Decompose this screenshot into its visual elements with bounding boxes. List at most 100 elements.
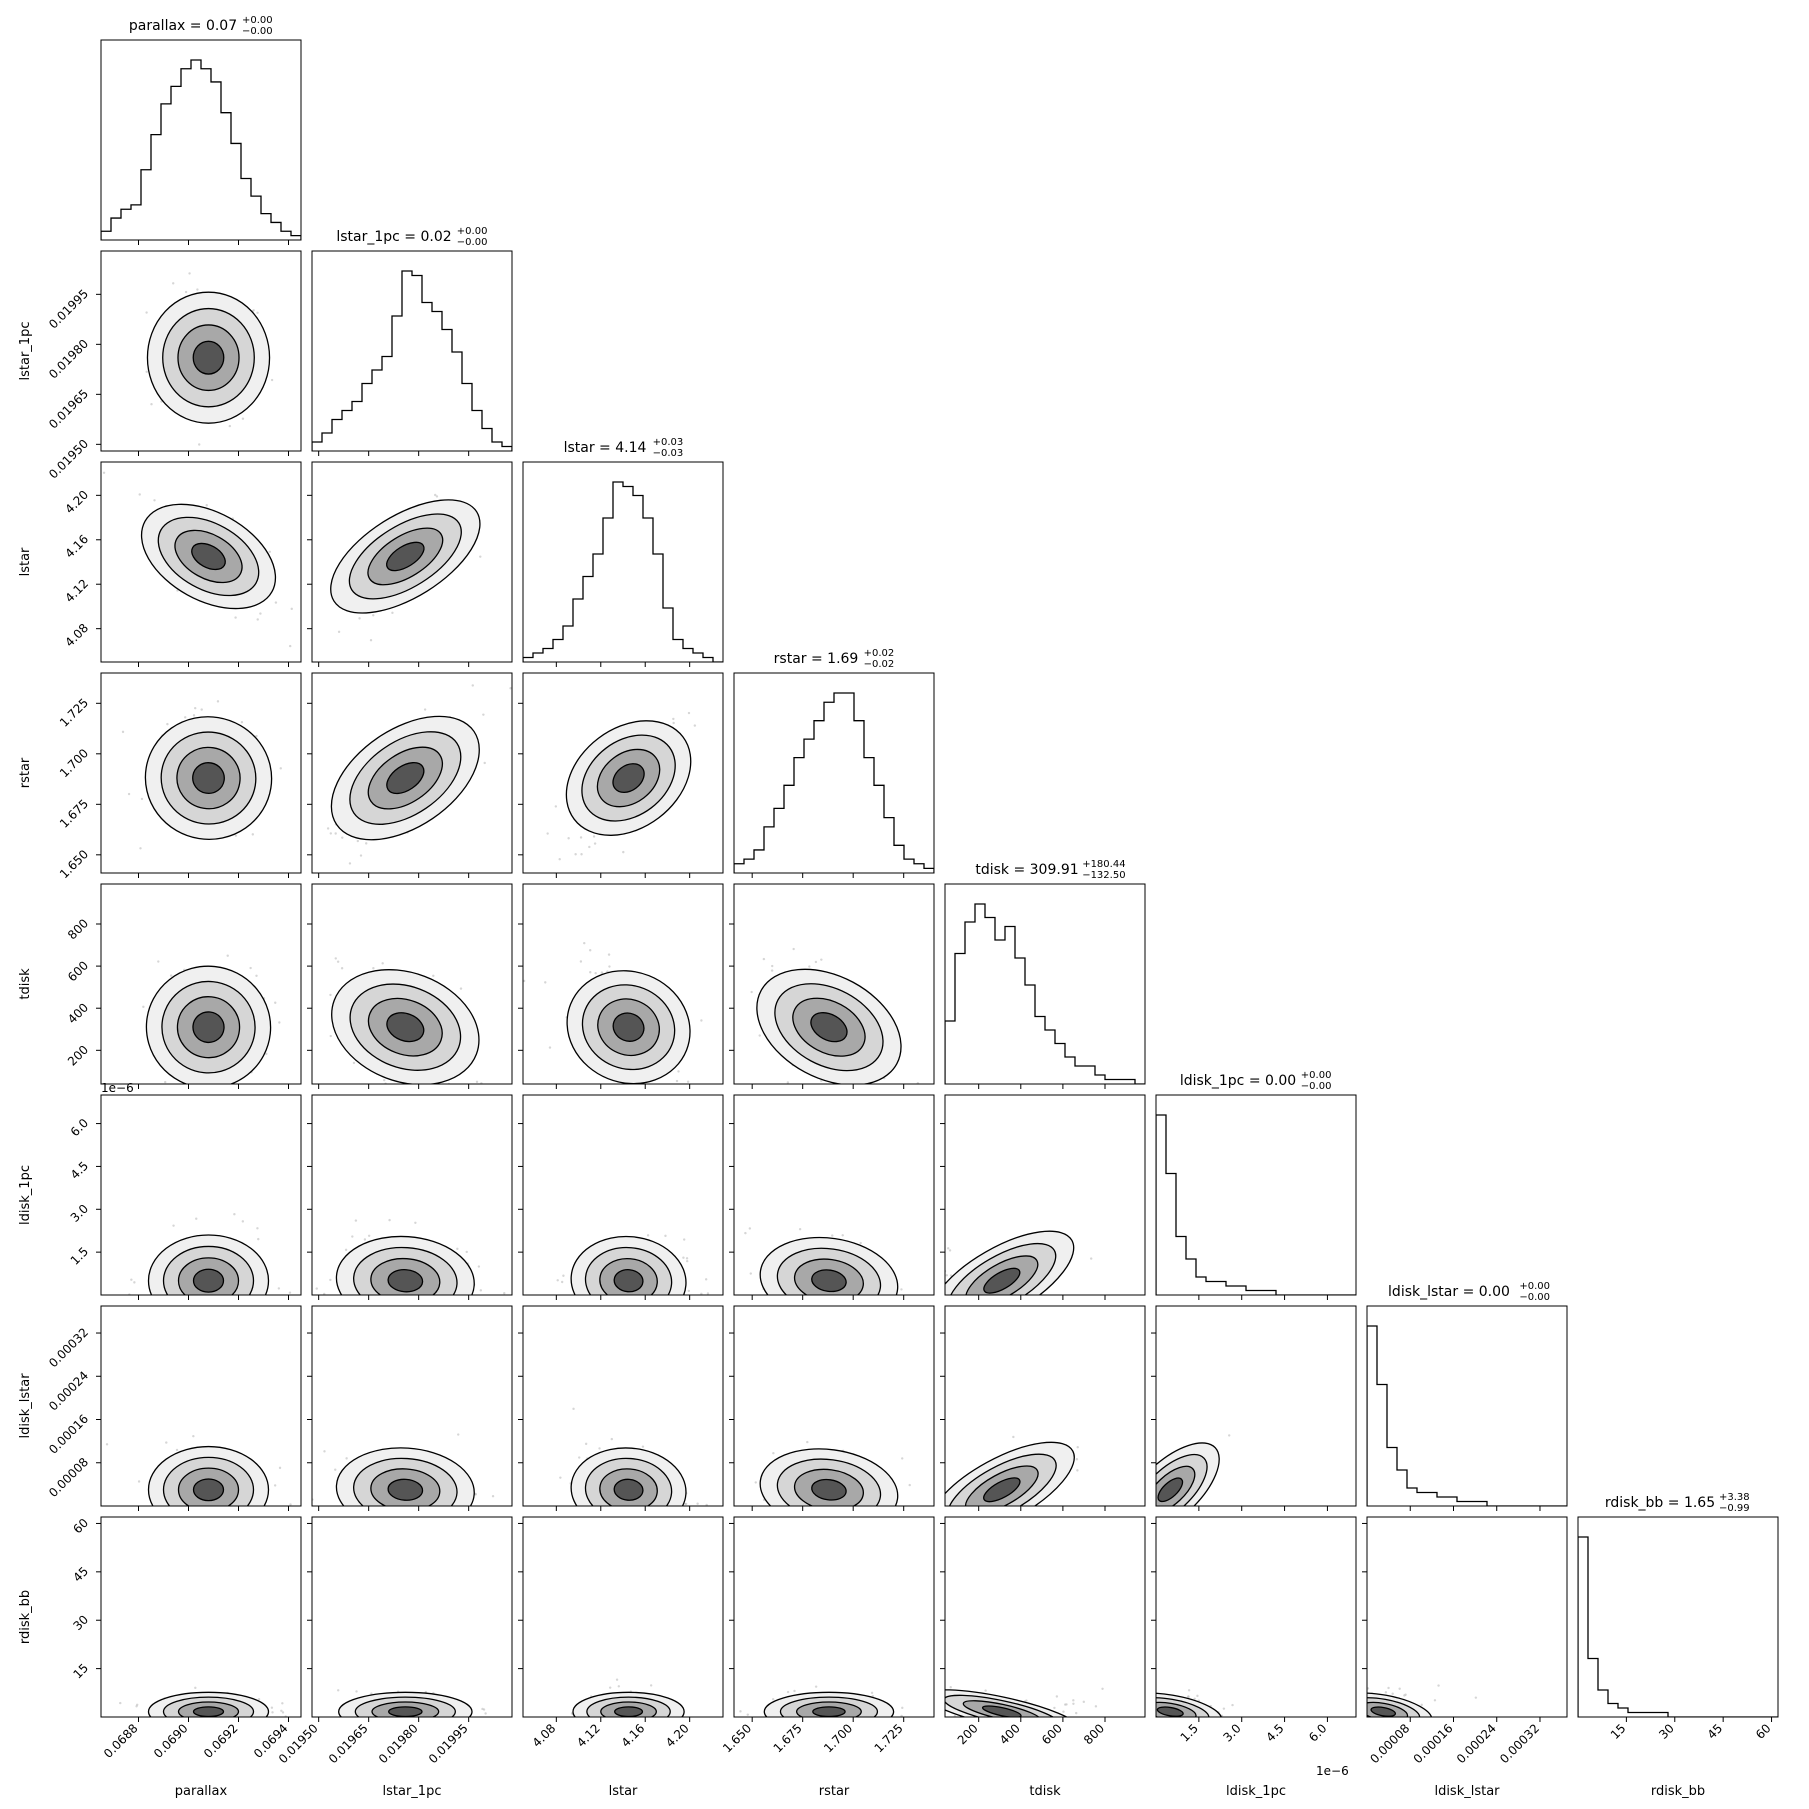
- title-error-minus: −0.00: [242, 26, 273, 37]
- scatter-point: [615, 1114, 617, 1116]
- histogram-lstar: [523, 481, 723, 662]
- scatter-point: [1025, 1699, 1028, 1702]
- scatter-point: [356, 839, 360, 843]
- scatter-point: [365, 842, 368, 845]
- scatter-point: [806, 1440, 809, 1444]
- scatter-point: [831, 1234, 834, 1237]
- x-tick-label: 0.00016: [1411, 1721, 1456, 1766]
- contour-level: [386, 541, 425, 572]
- density-tdisk-vs-lstar_1pc: [329, 957, 483, 1084]
- x-tick-label: 60: [1753, 1721, 1774, 1742]
- scatter-point: [354, 1219, 358, 1222]
- histogram-step-line: [945, 903, 1145, 1084]
- scatter-point: [900, 1288, 903, 1291]
- contour-level: [983, 1267, 1021, 1294]
- scatter-point: [175, 1448, 179, 1452]
- scatter-point: [288, 1291, 292, 1294]
- contour-level: [812, 1706, 846, 1717]
- panel-frame: [311, 1094, 513, 1296]
- panel-frame: [1155, 1094, 1357, 1296]
- scatter-point: [546, 832, 549, 835]
- scatter-point: [1075, 1458, 1079, 1461]
- scatter-point: [137, 1480, 141, 1483]
- x-tick-label: 1.725: [872, 1721, 906, 1755]
- scatter-point: [479, 555, 482, 558]
- scatter-point: [1062, 1710, 1065, 1713]
- y-tick-label: 0.00032: [46, 1325, 91, 1370]
- scatter-point: [608, 1686, 612, 1689]
- scatter-point: [646, 1234, 650, 1237]
- panel-frame: [944, 1094, 1146, 1296]
- x-tick-label: 30: [1656, 1721, 1677, 1742]
- scatter-point: [1065, 1703, 1068, 1706]
- scatter-point: [465, 1250, 468, 1254]
- scatter-point: [1193, 1697, 1196, 1700]
- x-offset-label-ldisk_1pc: 1e−6: [1316, 1764, 1349, 1778]
- scatter-point: [677, 1070, 680, 1073]
- scatter-point: [685, 1257, 689, 1260]
- scatter-point: [1433, 1699, 1437, 1702]
- title-error-minus: −0.02: [864, 659, 895, 670]
- panel-frame: [100, 883, 302, 1085]
- scatter-point: [918, 1267, 920, 1269]
- y-tick-label: 1.5: [68, 1244, 91, 1267]
- diagonal-title-rstar: rstar = 1.69: [774, 651, 859, 667]
- scatter-point: [367, 1234, 371, 1237]
- scatter-point: [233, 1213, 236, 1216]
- scatter-point: [188, 272, 191, 275]
- panel-frame: [733, 883, 935, 1085]
- scatter-point: [900, 1714, 903, 1717]
- y-axis-label: tdisk: [18, 968, 33, 1000]
- scatter-point: [414, 1221, 417, 1224]
- scatter-point: [240, 720, 244, 724]
- histogram-rstar: [734, 692, 934, 873]
- x-tick-label: 0.01980: [376, 1721, 421, 1766]
- histogram-lstar_1pc: [312, 270, 512, 451]
- x-tick-label: 600: [1039, 1721, 1065, 1747]
- scatter-point: [192, 1434, 195, 1438]
- scatter-point: [770, 969, 774, 972]
- scatter-point: [483, 761, 486, 765]
- panel-frame: [733, 1094, 935, 1296]
- scatter-point: [554, 805, 558, 808]
- panel-frame: [522, 1516, 724, 1718]
- scatter-point: [1196, 1694, 1199, 1698]
- scatter-point: [705, 1503, 708, 1506]
- scatter-point: [578, 1456, 581, 1459]
- scatter-point: [273, 1484, 277, 1487]
- scatter-point: [340, 967, 344, 970]
- x-tick-label: 0.0690: [151, 1721, 191, 1761]
- histogram-step-line: [1367, 1325, 1567, 1506]
- contour-level: [192, 340, 225, 375]
- scatter-point: [279, 767, 282, 770]
- density-lstar-vs-parallax: [102, 471, 293, 648]
- density-tdisk-vs-lstar: [523, 941, 703, 1116]
- scatter-point: [184, 716, 187, 719]
- contour-level: [981, 1705, 1022, 1717]
- panel-frame: [944, 883, 1146, 1085]
- scatter-point: [288, 644, 292, 648]
- title-error-plus: +0.00: [242, 15, 273, 26]
- panel-frame: [522, 1094, 724, 1296]
- density-ldisk_lstar-vs-lstar_1pc: [312, 1433, 495, 1506]
- scatter-point: [608, 965, 611, 968]
- scatter-point: [257, 1697, 261, 1701]
- scatter-point: [556, 1279, 559, 1282]
- y-tick-label: 0.00016: [46, 1412, 91, 1457]
- scatter-point: [584, 1442, 588, 1446]
- diagonal-title-lstar: lstar = 4.14: [564, 440, 647, 456]
- scatter-point: [252, 1089, 254, 1091]
- density-ldisk_1pc-vs-tdisk: [918, 1230, 1093, 1295]
- x-tick-label: 4.20: [663, 1721, 692, 1750]
- x-tick-label: 15: [1608, 1721, 1629, 1742]
- contour-level: [191, 542, 226, 571]
- x-tick-label: 0.01965: [326, 1721, 371, 1766]
- scatter-point: [935, 1497, 937, 1499]
- scatter-point: [102, 471, 106, 474]
- density-tdisk-vs-parallax: [142, 954, 281, 1091]
- scatter-point: [567, 837, 570, 840]
- title-error-minus: −0.00: [1301, 1081, 1332, 1092]
- density-rstar-vs-lstar_1pc: [326, 684, 512, 865]
- density-tdisk-vs-rstar: [750, 947, 920, 1084]
- histogram-tdisk: [945, 903, 1145, 1084]
